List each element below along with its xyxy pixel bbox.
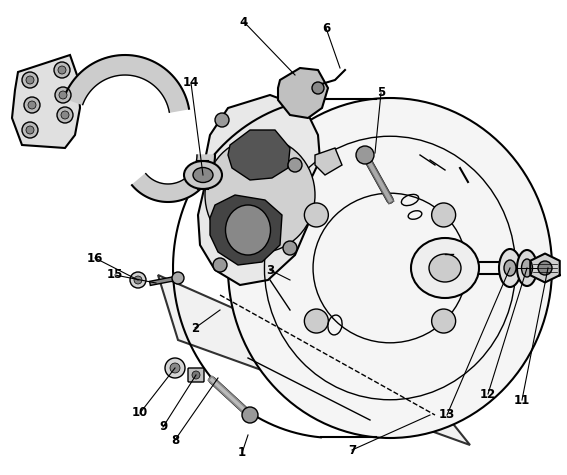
Ellipse shape bbox=[193, 168, 213, 182]
Text: 2: 2 bbox=[191, 322, 199, 334]
Circle shape bbox=[61, 111, 69, 119]
Text: 16: 16 bbox=[87, 251, 103, 265]
Polygon shape bbox=[530, 254, 560, 283]
Ellipse shape bbox=[184, 161, 222, 189]
Circle shape bbox=[213, 258, 227, 272]
Circle shape bbox=[24, 97, 40, 113]
Text: 5: 5 bbox=[377, 86, 385, 99]
Polygon shape bbox=[158, 275, 470, 445]
Circle shape bbox=[22, 72, 38, 88]
Ellipse shape bbox=[504, 260, 516, 276]
Polygon shape bbox=[315, 148, 342, 175]
Polygon shape bbox=[210, 195, 282, 265]
Circle shape bbox=[192, 371, 200, 379]
Text: 14: 14 bbox=[183, 76, 199, 89]
Circle shape bbox=[538, 261, 552, 275]
Circle shape bbox=[26, 126, 34, 134]
Circle shape bbox=[59, 91, 67, 99]
Text: 12: 12 bbox=[480, 388, 496, 400]
Circle shape bbox=[170, 363, 180, 373]
Polygon shape bbox=[198, 95, 320, 285]
Text: 4: 4 bbox=[240, 16, 248, 28]
Polygon shape bbox=[12, 55, 80, 148]
Text: 10: 10 bbox=[132, 407, 148, 419]
Circle shape bbox=[304, 309, 328, 333]
Circle shape bbox=[130, 272, 146, 288]
Ellipse shape bbox=[205, 137, 315, 253]
Ellipse shape bbox=[228, 98, 552, 438]
Circle shape bbox=[356, 146, 374, 164]
Circle shape bbox=[242, 407, 258, 423]
FancyBboxPatch shape bbox=[188, 368, 204, 382]
Polygon shape bbox=[228, 130, 290, 180]
Circle shape bbox=[28, 101, 36, 109]
Circle shape bbox=[215, 113, 229, 127]
Ellipse shape bbox=[522, 259, 532, 277]
Circle shape bbox=[283, 241, 297, 255]
Text: 3: 3 bbox=[266, 264, 274, 276]
Circle shape bbox=[22, 122, 38, 138]
Polygon shape bbox=[132, 155, 215, 202]
Circle shape bbox=[304, 203, 328, 227]
Ellipse shape bbox=[411, 238, 479, 298]
Circle shape bbox=[165, 358, 185, 378]
Polygon shape bbox=[278, 68, 328, 118]
Ellipse shape bbox=[226, 205, 270, 255]
Text: 11: 11 bbox=[514, 393, 530, 407]
Circle shape bbox=[431, 309, 456, 333]
Circle shape bbox=[431, 203, 456, 227]
Circle shape bbox=[58, 66, 66, 74]
Text: 13: 13 bbox=[439, 408, 455, 421]
Ellipse shape bbox=[429, 254, 461, 282]
Ellipse shape bbox=[499, 249, 521, 287]
Ellipse shape bbox=[517, 250, 537, 286]
Circle shape bbox=[26, 76, 34, 84]
Text: 1: 1 bbox=[238, 446, 246, 459]
Circle shape bbox=[134, 276, 142, 284]
Circle shape bbox=[54, 62, 70, 78]
Circle shape bbox=[312, 82, 324, 94]
Text: 8: 8 bbox=[171, 434, 179, 446]
Text: 9: 9 bbox=[159, 420, 167, 434]
Text: 15: 15 bbox=[107, 268, 123, 282]
Circle shape bbox=[172, 272, 184, 284]
Text: 7: 7 bbox=[348, 444, 356, 456]
Circle shape bbox=[55, 87, 71, 103]
Circle shape bbox=[57, 107, 73, 123]
Polygon shape bbox=[64, 55, 189, 112]
Text: 6: 6 bbox=[322, 21, 330, 35]
Circle shape bbox=[288, 158, 302, 172]
